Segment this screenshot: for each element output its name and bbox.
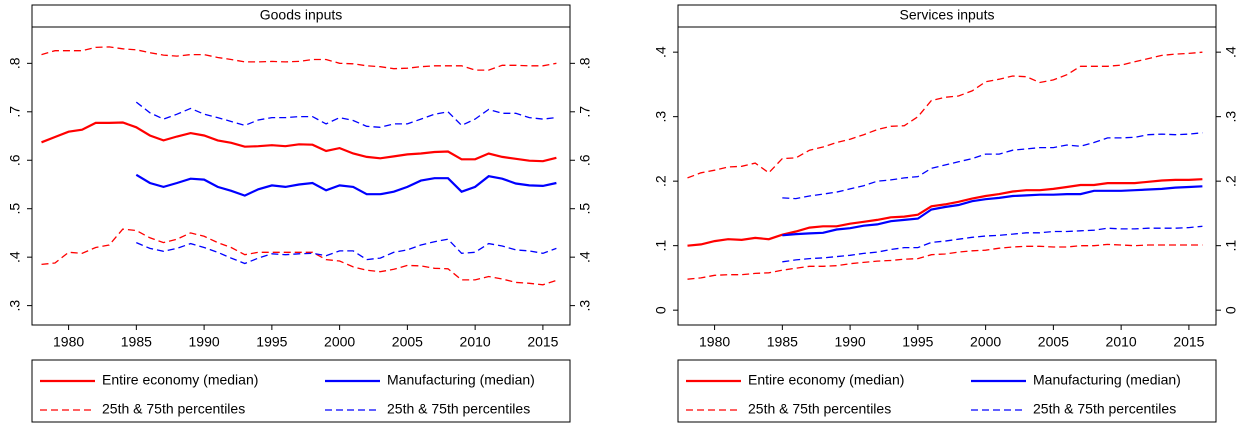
y-tick-label: .4	[653, 46, 669, 58]
percentile-line	[782, 132, 1203, 200]
plot-frame	[677, 26, 1217, 326]
y2-tick-label: .5	[577, 203, 593, 215]
y-tick-label: .5	[7, 203, 23, 215]
x-tick-label: 1980	[699, 334, 730, 350]
x-tick-label: 2005	[392, 334, 423, 350]
x-tick-label: 1985	[121, 334, 152, 350]
x-tick-label: 2010	[460, 334, 491, 350]
y-tick-label: .3	[7, 300, 23, 312]
x-tick-label: 1990	[189, 334, 220, 350]
percentile-line	[687, 51, 1203, 179]
y-tick-label: .3	[653, 111, 669, 123]
legend-label: Manufacturing (median)	[387, 372, 535, 388]
y2-tick-label: .4	[577, 251, 593, 263]
x-tick-label: 2000	[324, 334, 355, 350]
x-tick-label: 2015	[1173, 334, 1204, 350]
y-tick-label: .1	[653, 240, 669, 252]
x-tick-label: 2015	[527, 334, 558, 350]
chart-title: Goods inputs	[260, 7, 343, 23]
y2-tick-label: .3	[577, 300, 593, 312]
legend-box	[31, 359, 571, 423]
x-tick-label: 2005	[1038, 334, 1069, 350]
legend-label: Entire economy (median)	[102, 372, 258, 388]
legend-label: 25th & 75th percentiles	[387, 401, 530, 417]
chart-title: Services inputs	[900, 7, 995, 23]
x-tick-label: 1995	[902, 334, 933, 350]
percentile-line	[687, 243, 1203, 280]
y-tick-label: .6	[7, 154, 23, 166]
y2-tick-label: .4	[1223, 46, 1239, 58]
x-tick-label: 1995	[256, 334, 287, 350]
x-tick-label: 2000	[970, 334, 1001, 350]
plot-frame	[31, 26, 571, 326]
y2-tick-label: .1	[1223, 240, 1239, 252]
y-tick-label: .7	[7, 106, 23, 118]
legend-label: 25th & 75th percentiles	[102, 401, 245, 417]
y-tick-label: 0	[653, 306, 669, 314]
percentile-line	[41, 46, 557, 71]
y2-tick-label: .3	[1223, 111, 1239, 123]
median-line	[687, 178, 1203, 247]
legend-label: Entire economy (median)	[748, 372, 904, 388]
legend-label: 25th & 75th percentiles	[1033, 401, 1176, 417]
y2-tick-label: .7	[577, 106, 593, 118]
y-tick-label: .8	[7, 57, 23, 69]
legend-box	[677, 359, 1217, 423]
y-tick-label: .4	[7, 251, 23, 263]
x-tick-label: 1985	[767, 334, 798, 350]
median-line	[135, 173, 557, 197]
y2-tick-label: .6	[577, 154, 593, 166]
y2-tick-label: 0	[1223, 306, 1239, 314]
x-tick-label: 2010	[1106, 334, 1137, 350]
median-line	[782, 185, 1203, 237]
median-line	[41, 121, 557, 163]
legend-label: Manufacturing (median)	[1033, 372, 1181, 388]
legend-label: 25th & 75th percentiles	[748, 401, 891, 417]
percentile-line	[782, 225, 1203, 263]
percentile-line	[41, 228, 557, 286]
x-tick-label: 1980	[53, 334, 84, 350]
percentile-line	[136, 238, 557, 265]
y-tick-label: .2	[653, 175, 669, 187]
percentile-line	[135, 101, 557, 128]
x-tick-label: 1990	[835, 334, 866, 350]
y2-tick-label: .8	[577, 57, 593, 69]
y2-tick-label: .2	[1223, 175, 1239, 187]
